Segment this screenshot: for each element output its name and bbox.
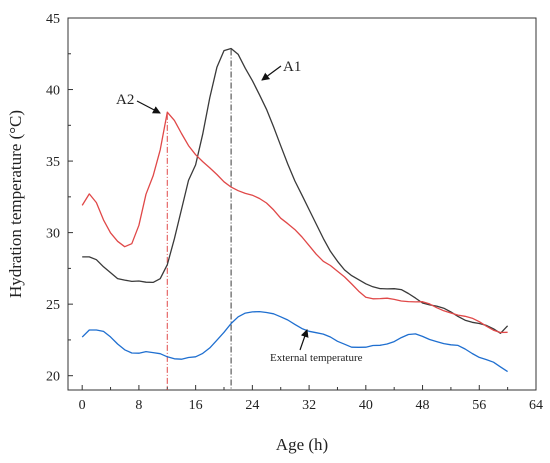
axis-tick-labels: 0 8 16 24 32 40 48 56 64 20 25 30 35 40 45 <box>46 12 543 413</box>
x-axis-label: Age (h) <box>276 435 328 454</box>
annotation-a1-arrow <box>261 65 282 81</box>
y-axis-label: Hydration temperature (°C) <box>6 110 25 298</box>
peak-reference-lines <box>166 49 232 390</box>
annotations: A1 A2 External temperature <box>116 59 363 364</box>
annotation-a2-arrow <box>136 100 161 114</box>
x-tick-label: 40 <box>359 398 373 413</box>
x-tick-label: 56 <box>472 398 486 413</box>
x-tick-label: 16 <box>189 398 203 413</box>
y-tick-label: 45 <box>46 12 60 27</box>
data-series <box>81 47 509 373</box>
x-tick-label: 8 <box>135 398 142 413</box>
plot-frame <box>67 17 537 391</box>
x-tick-label: 24 <box>245 398 259 413</box>
hydration-curve-a2 <box>81 111 508 334</box>
external-temperature-curve <box>81 310 508 373</box>
x-tick-label: 48 <box>416 398 430 413</box>
annotation-a2: A2 <box>116 92 134 108</box>
y-tick-label: 30 <box>46 227 60 242</box>
axis-ticks <box>68 17 537 390</box>
y-tick-label: 25 <box>46 298 60 313</box>
y-tick-label: 40 <box>46 84 60 99</box>
hydration-curve-a1 <box>82 47 509 334</box>
annotation-a1: A1 <box>283 59 301 75</box>
x-tick-label: 32 <box>302 398 316 413</box>
y-tick-label: 20 <box>46 370 60 385</box>
annotation-external-temperature: External temperature <box>270 352 363 364</box>
annotation-external-temperature-arrow <box>299 329 309 351</box>
x-tick-label: 64 <box>529 398 543 413</box>
x-tick-label: 0 <box>79 398 86 413</box>
y-tick-label: 35 <box>46 155 60 170</box>
